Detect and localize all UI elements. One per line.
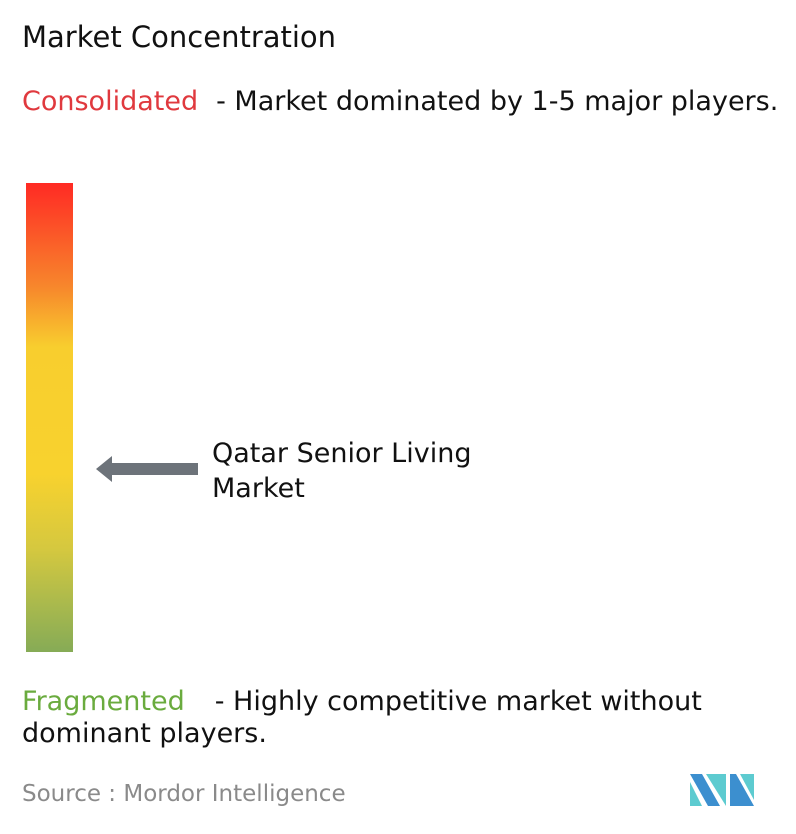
- fragmented-description: - Highly competitive market without domi…: [22, 686, 702, 749]
- consolidated-description: - Market dominated by 1-5 major players.: [216, 86, 779, 117]
- fragmented-label: Fragmented: [22, 686, 185, 717]
- market-label: Qatar Senior Living Market: [212, 438, 472, 505]
- fragmented-legend: Fragmented - Highly competitive market wi…: [22, 686, 792, 750]
- market-position-arrow-icon: [96, 456, 198, 483]
- title: Market Concentration: [22, 20, 337, 54]
- consolidated-legend: Consolidated - Market dominated by 1-5 ma…: [22, 86, 782, 118]
- mordor-intelligence-logo: [690, 774, 754, 806]
- consolidated-label: Consolidated: [22, 86, 199, 117]
- concentration-scale-bar: [26, 183, 73, 652]
- source-text: Source : Mordor Intelligence: [22, 781, 346, 807]
